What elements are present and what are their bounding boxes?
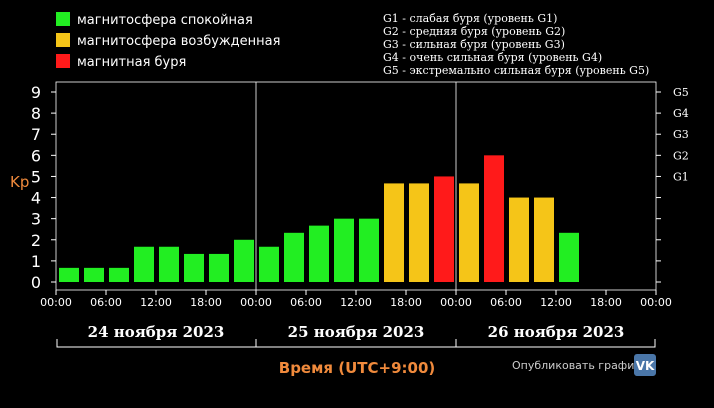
y-tick-label: 4: [31, 189, 41, 208]
vk-icon[interactable]: [634, 354, 656, 376]
y-tick-label: 9: [31, 83, 41, 102]
legend: магнитосфера спокойная магнитосфера возб…: [56, 12, 280, 70]
bars: [59, 155, 579, 282]
storm-level-key: G1 - слабая буря (уровень G1) G2 - средн…: [383, 12, 649, 77]
kp-bar-1: [59, 267, 79, 282]
x-axis-ticks: 00:00 06:00 12:00 18:00 00:00 06:00 12:00 18:00…: [40, 290, 672, 309]
x-tick-label: 18:00: [590, 296, 622, 309]
x-tick-label: 06:00: [290, 296, 322, 309]
storm-level-g3: G3 - сильная буря (уровень G3): [383, 38, 565, 51]
legend-label-quiet: магнитосфера спокойная: [77, 13, 253, 28]
kp-bar-20: [534, 197, 554, 282]
g-level-tick-g3: G3: [673, 128, 689, 141]
x-tick-label: 06:00: [90, 296, 122, 309]
kp-bar-7: [209, 253, 229, 282]
kp-bar-2: [84, 267, 104, 282]
legend-label-storm: магнитная буря: [77, 55, 186, 70]
x-tick-label: 18:00: [190, 296, 222, 309]
y-tick-label: 8: [31, 104, 41, 123]
x-tick-label: 00:00: [440, 296, 472, 309]
date-brackets: [56, 339, 656, 348]
g-level-tick-g4: G4: [673, 107, 689, 120]
y-tick-label: 7: [31, 125, 41, 144]
y-axis-ticks: 0 1 2 3 4 5 6 7 8 9: [31, 83, 56, 292]
x-tick-label: 06:00: [490, 296, 522, 309]
kp-bar-14: [384, 183, 404, 282]
y-axis-label: Kp: [10, 173, 29, 191]
kp-bar-13: [359, 218, 379, 282]
storm-level-g5: G5 - экстремально сильная буря (уровень …: [383, 64, 649, 77]
kp-bar-10: [284, 232, 304, 282]
y-tick-label: 3: [31, 210, 41, 229]
kp-bar-12: [334, 218, 354, 282]
y-tick-label: 2: [31, 231, 41, 250]
vk-share-button[interactable]: VK: [634, 354, 656, 376]
legend-swatch-storm: [56, 54, 70, 68]
share-label: Опубликовать график:: [512, 359, 645, 372]
kp-bar-4: [134, 246, 154, 282]
x-tick-label: 00:00: [240, 296, 272, 309]
g-level-tick-g1: G1: [673, 170, 689, 183]
g-level-tick-g5: G5: [673, 86, 689, 99]
x-tick-label: 12:00: [340, 296, 372, 309]
kp-bar-16: [434, 176, 454, 282]
date-label-3: 26 ноября 2023: [488, 323, 625, 341]
day-dividers: [255, 82, 457, 290]
y-tick-label: 1: [31, 252, 41, 271]
legend-label-active: магнитосфера возбужденная: [77, 34, 280, 49]
legend-swatch-active: [56, 33, 70, 47]
date-row: 24 ноября 2023 25 ноября 2023 26 ноября …: [56, 323, 656, 348]
y-tick-label: 6: [31, 146, 41, 165]
g-axis-ticks: G1 G2 G3 G4 G5: [656, 86, 689, 283]
kp-bar-15: [409, 183, 429, 282]
y-tick-label: 5: [31, 167, 41, 186]
share-block[interactable]: Опубликовать график: VK: [512, 354, 656, 376]
kp-bar-21: [559, 232, 579, 282]
kp-bar-6: [184, 253, 204, 282]
date-label-2: 25 ноября 2023: [288, 323, 425, 341]
x-axis-label: Время (UTC+9:00): [279, 359, 435, 377]
x-tick-label: 12:00: [140, 296, 172, 309]
kp-bar-17: [459, 183, 479, 282]
storm-level-g1: G1 - слабая буря (уровень G1): [383, 12, 557, 25]
x-tick-label: 00:00: [40, 296, 72, 309]
y-tick-label: 0: [31, 273, 41, 292]
kp-bar-5: [159, 246, 179, 282]
x-tick-label: 00:00: [640, 296, 672, 309]
kp-bar-9: [259, 246, 279, 282]
legend-swatch-quiet: [56, 12, 70, 26]
kp-bar-18: [484, 155, 504, 282]
kp-bar-11: [309, 225, 329, 282]
g-level-tick-g2: G2: [673, 149, 689, 162]
kp-bar-8: [234, 239, 254, 282]
kp-bar-3: [109, 267, 129, 282]
x-tick-label: 18:00: [390, 296, 422, 309]
date-label-1: 24 ноября 2023: [88, 323, 225, 341]
x-tick-label: 12:00: [540, 296, 572, 309]
storm-level-g4: G4 - очень сильная буря (уровень G4): [383, 51, 602, 64]
storm-level-g2: G2 - средняя буря (уровень G2): [383, 25, 565, 38]
vk-icon-label: VK: [636, 359, 655, 373]
kp-bar-19: [509, 197, 529, 282]
